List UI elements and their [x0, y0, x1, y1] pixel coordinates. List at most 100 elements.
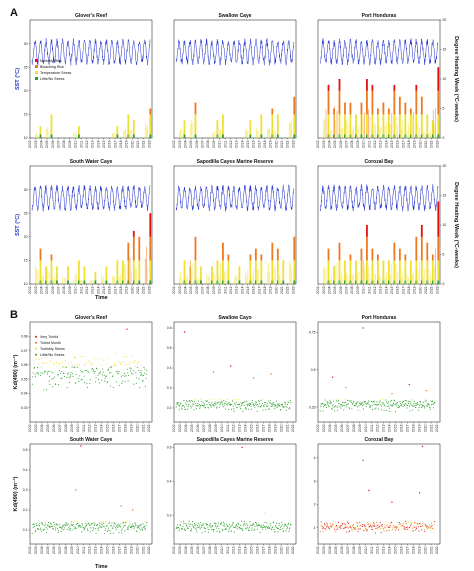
data-point	[414, 405, 416, 407]
dhw-bar-little	[377, 134, 379, 138]
x-tick-label: 2021	[280, 286, 284, 294]
outlier-point	[368, 489, 370, 492]
data-point	[252, 523, 254, 525]
data-point	[198, 526, 200, 528]
data-point	[415, 529, 417, 531]
data-point	[382, 404, 384, 406]
data-point	[364, 401, 366, 403]
data-point	[277, 405, 279, 407]
data-point	[47, 370, 50, 372]
data-point	[396, 401, 399, 403]
data-point	[227, 526, 229, 528]
data-point	[416, 403, 418, 405]
data-point	[342, 404, 344, 407]
dhw-bar	[426, 114, 429, 135]
x-tick-label: 2006	[340, 424, 344, 432]
data-point	[377, 529, 379, 531]
sst-line	[175, 184, 295, 213]
plot-frame	[317, 165, 441, 285]
data-point	[228, 524, 231, 526]
dhw-bar	[67, 266, 69, 281]
data-point	[223, 521, 225, 523]
data-point	[423, 404, 425, 406]
x-tick-label: 2019	[269, 286, 273, 294]
dhw-bar	[437, 90, 440, 115]
data-point	[330, 402, 332, 404]
dhw-bar	[360, 114, 363, 135]
data-point	[70, 374, 72, 376]
data-point	[263, 406, 265, 408]
data-point	[108, 522, 110, 524]
data-point	[394, 527, 396, 529]
data-point	[105, 520, 107, 523]
data-point	[245, 407, 247, 409]
data-point	[142, 523, 144, 525]
dhw-bar-little	[94, 280, 97, 284]
data-point	[428, 404, 430, 406]
data-point	[185, 402, 187, 404]
data-point	[59, 526, 62, 528]
dhw-bar	[344, 260, 346, 281]
x-tick-label: 2009	[214, 424, 218, 432]
data-point	[398, 522, 400, 524]
data-point	[61, 361, 63, 363]
data-point	[75, 528, 77, 530]
data-point	[343, 523, 345, 525]
y-tick-label: 0.3	[23, 488, 28, 492]
y-tick-label: 25	[24, 65, 28, 69]
data-point	[425, 524, 427, 527]
dhw-bar	[194, 260, 197, 281]
data-point	[124, 375, 126, 377]
x-tick-label: 2018	[123, 546, 127, 554]
outlier-point	[183, 331, 186, 333]
data-point	[345, 401, 347, 404]
data-point	[39, 366, 41, 368]
data-point	[248, 403, 250, 405]
data-point	[72, 524, 75, 526]
data-point	[241, 402, 243, 404]
data-point	[336, 529, 338, 531]
data-point	[131, 525, 133, 527]
data-point	[263, 526, 266, 528]
data-point	[246, 526, 248, 528]
data-point	[392, 405, 394, 407]
data-point	[58, 362, 60, 365]
data-point	[348, 531, 350, 533]
data-point	[46, 371, 48, 373]
data-point	[265, 409, 267, 411]
data-point	[85, 522, 87, 524]
dhw-bar-little	[360, 280, 363, 284]
data-point	[395, 403, 397, 405]
data-point	[222, 404, 224, 406]
x-tick-label: 2011	[79, 140, 83, 147]
data-point	[269, 402, 271, 404]
data-point	[50, 370, 52, 373]
data-point	[266, 405, 268, 408]
data-point	[341, 520, 343, 522]
x-tick-label: 2009	[358, 546, 362, 554]
data-point	[222, 406, 224, 408]
data-point	[223, 523, 225, 525]
data-point	[336, 409, 339, 411]
sst-axis-label: SST (°C)	[15, 68, 21, 90]
data-point	[372, 400, 375, 402]
data-point	[43, 389, 45, 391]
data-point	[282, 403, 284, 405]
data-point	[385, 401, 387, 403]
data-point	[259, 532, 261, 534]
data-point	[66, 528, 68, 530]
data-point	[234, 404, 236, 406]
data-point	[375, 407, 377, 409]
dhw-bar	[431, 260, 434, 281]
data-point	[403, 527, 405, 529]
dhw-bar	[415, 84, 418, 91]
dhw-bar	[333, 108, 335, 115]
data-point	[71, 366, 73, 368]
y-tick-label: 15	[24, 259, 28, 263]
data-point	[282, 527, 284, 530]
data-point	[204, 528, 207, 530]
data-point	[269, 522, 271, 524]
dhw-bar	[338, 242, 341, 261]
data-point	[222, 530, 224, 532]
